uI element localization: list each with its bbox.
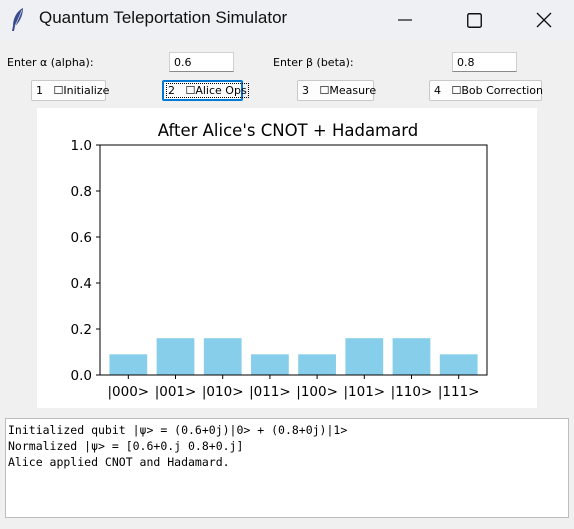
x-tick-label: |010> [202, 384, 244, 400]
bar-6 [392, 338, 431, 375]
measure-button[interactable]: 3 ☐Measure [297, 80, 377, 101]
x-tick-label: |111> [438, 384, 480, 400]
measure-button-label: 3 ☐Measure [302, 84, 377, 97]
x-tick-label: |101> [343, 384, 385, 400]
minimize-button[interactable] [382, 0, 428, 40]
close-button[interactable] [521, 0, 567, 40]
y-tick-label: 0.6 [71, 230, 92, 246]
maximize-button[interactable] [451, 0, 497, 40]
beta-label: Enter β (beta): [273, 56, 354, 69]
bar-2 [203, 338, 242, 375]
initialize-button[interactable]: 1 ☐Initialize [31, 80, 110, 101]
log-line: Initialized qubit |ψ> = (0.6+0j)|0> + (0… [8, 423, 348, 437]
maximize-icon [466, 12, 482, 28]
alpha-label: Enter α (alpha): [7, 56, 94, 69]
alice-ops-button[interactable]: 2 ☐Alice Ops [162, 80, 249, 101]
y-tick-label: 0.8 [71, 184, 92, 200]
x-tick-label: |001> [155, 384, 197, 400]
bar-4 [298, 354, 336, 375]
window-title: Quantum Teleportation Simulator [39, 8, 288, 27]
bob-correction-button-label: 4 ☐Bob Correction [434, 84, 544, 97]
bar-5 [345, 338, 384, 375]
beta-input[interactable] [452, 52, 517, 72]
alpha-input[interactable] [169, 52, 234, 72]
bar-1 [156, 338, 195, 375]
bar-3 [251, 354, 289, 375]
plot-frame [99, 144, 488, 376]
initialize-button-label: 1 ☐Initialize [36, 84, 110, 97]
bar-7 [439, 354, 478, 375]
feather-icon [12, 8, 23, 31]
x-tick-label: |100> [296, 384, 338, 400]
log-line: Normalized |ψ> = [0.6+0.j 0.8+0.j] [8, 439, 244, 453]
chart-title: After Alice's CNOT + Hadamard [158, 121, 418, 140]
bob-correction-button[interactable]: 4 ☐Bob Correction [429, 80, 544, 101]
x-tick-label: |110> [391, 384, 433, 400]
y-tick-label: 0.4 [71, 276, 92, 292]
output-log[interactable]: Initialized qubit |ψ> = (0.6+0j)|0> + (0… [5, 418, 569, 518]
y-tick-label: 1.0 [71, 138, 92, 154]
x-tick-label: |000> [107, 384, 149, 400]
x-tick-label: |011> [249, 384, 291, 400]
log-line: Alice applied CNOT and Hadamard. [8, 455, 230, 469]
y-tick-label: 0.2 [71, 322, 92, 338]
close-icon [536, 12, 552, 28]
y-tick-label: 0.0 [71, 368, 92, 384]
title-bar: Quantum Teleportation Simulator [0, 0, 574, 40]
alice-ops-button-label: 2 ☐Alice Ops [166, 83, 249, 98]
probability-chart: After Alice's CNOT + Hadamard 0.0 0.2 0.4 0… [37, 108, 537, 408]
bar-0 [109, 354, 148, 375]
chart-svg: After Alice's CNOT + Hadamard 0.0 0.2 0.4 0… [71, 121, 488, 400]
minimize-icon [398, 19, 412, 21]
